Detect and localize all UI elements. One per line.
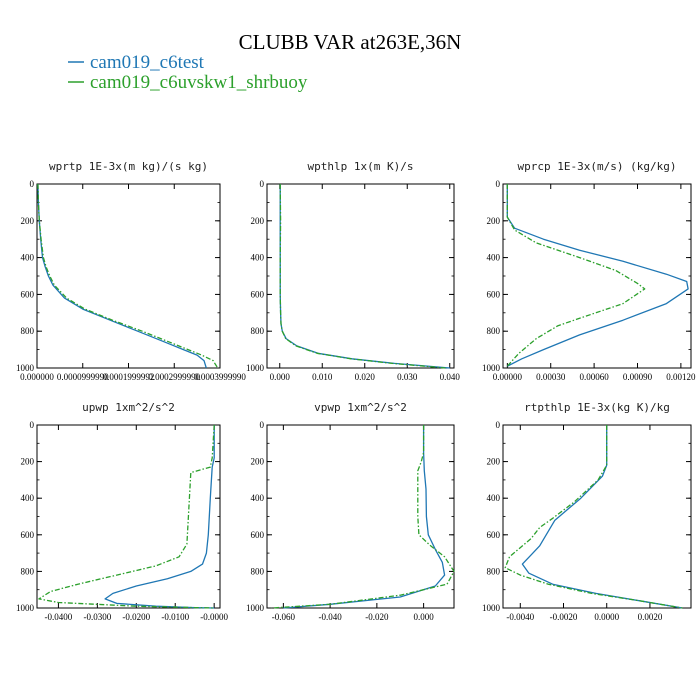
y-tick-label: 600 bbox=[251, 289, 265, 299]
x-tick-label: 0.00090 bbox=[623, 372, 653, 382]
y-tick-label: 200 bbox=[487, 216, 501, 226]
plot-frame bbox=[266, 183, 455, 369]
y-tick-label: 800 bbox=[21, 566, 35, 576]
y-tick-label: 400 bbox=[487, 493, 501, 503]
x-tick-label: 0.0020 bbox=[638, 612, 663, 622]
x-tick-label: -0.0000 bbox=[200, 612, 228, 622]
y-tick-label: 200 bbox=[21, 457, 35, 467]
panel-4: upwp 1xm^2/s^2 0 200 400 600 800 1000 -0.0400 -0… bbox=[16, 401, 229, 622]
x-tick-label: 0.020 bbox=[355, 372, 376, 382]
y-tick-label: 1000 bbox=[16, 603, 35, 613]
y-tick-label: 0 bbox=[496, 179, 501, 189]
y-tick-label: 400 bbox=[251, 493, 265, 503]
x-tick-label: 0.00060 bbox=[579, 372, 609, 382]
panel-title: rtpthlp 1E-3x(kg K)/kg bbox=[524, 401, 670, 414]
y-tick-label: 200 bbox=[487, 457, 501, 467]
series-line-c6test bbox=[506, 184, 689, 367]
y-tick-label: 800 bbox=[21, 326, 35, 336]
x-tick-label: -0.0100 bbox=[161, 612, 189, 622]
y-tick-label: 0 bbox=[30, 179, 35, 189]
y-tick-label: 600 bbox=[487, 289, 501, 299]
y-tick-label: 400 bbox=[21, 493, 35, 503]
series-line-shrbuoy bbox=[271, 425, 455, 609]
y-tick-label: 800 bbox=[251, 566, 265, 576]
y-tick-label: 600 bbox=[21, 289, 35, 299]
panel-title: wprtp 1E-3x(m kg)/(s kg) bbox=[49, 160, 208, 173]
x-tick-label: 0.0000999990 bbox=[57, 372, 109, 382]
y-tick-label: 1000 bbox=[246, 603, 265, 613]
x-tick-label: 0.0002999990 bbox=[148, 372, 200, 382]
x-tick-label: -0.0400 bbox=[45, 612, 73, 622]
y-tick-label: 200 bbox=[251, 457, 265, 467]
y-tick-label: 0 bbox=[30, 420, 35, 430]
panel-6: rtpthlp 1E-3x(kg K)/kg02004006008001000-… bbox=[482, 401, 692, 622]
series-line-c6test bbox=[37, 183, 207, 369]
legend: cam019_c6test cam019_c6uvskw1_shrbuoy bbox=[68, 52, 308, 93]
series-line-shrbuoy bbox=[38, 424, 215, 609]
series-line-c6test bbox=[104, 425, 215, 609]
x-tick-label: -0.0200 bbox=[122, 612, 150, 622]
y-tick-label: 1000 bbox=[482, 363, 501, 373]
y-tick-label: 1000 bbox=[482, 603, 501, 613]
x-tick-label: -0.060 bbox=[272, 612, 296, 622]
panels: wprtp 1E-3x(m kg)/(s kg) 0 200 400 600 800 100… bbox=[16, 160, 696, 622]
y-tick-label: 600 bbox=[487, 530, 501, 540]
x-tick-label: 0.00030 bbox=[536, 372, 566, 382]
y-tick-label: 0 bbox=[496, 420, 501, 430]
y-tick-label: 800 bbox=[487, 566, 501, 576]
x-tick-label: -0.040 bbox=[318, 612, 342, 622]
y-tick-label: 0 bbox=[260, 179, 265, 189]
y-tick-label: 0 bbox=[260, 420, 265, 430]
y-tick-label: 200 bbox=[251, 216, 265, 226]
series-line-c6test bbox=[521, 425, 683, 609]
legend-label-shrbuoy: cam019_c6uvskw1_shrbuoy bbox=[90, 72, 308, 93]
y-tick-label: 200 bbox=[21, 216, 35, 226]
plot-frame bbox=[502, 424, 692, 609]
x-tick-label: 0.0003999990 bbox=[194, 372, 246, 382]
x-tick-label: 0.040 bbox=[440, 372, 461, 382]
series-line-c6test bbox=[283, 425, 446, 609]
panel-2: wpthlp 1x(m K)/s 0 200 400 600 800 1000 0.000 0.… bbox=[246, 160, 460, 382]
y-tick-label: 600 bbox=[251, 530, 265, 540]
panel-1: wprtp 1E-3x(m kg)/(s kg) 0 200 400 600 800 100… bbox=[16, 160, 246, 382]
y-tick-label: 1000 bbox=[16, 363, 35, 373]
series-line-shrbuoy bbox=[37, 183, 219, 369]
x-tick-label: -0.0300 bbox=[83, 612, 111, 622]
x-tick-label: 0.010 bbox=[312, 372, 333, 382]
y-tick-label: 800 bbox=[251, 326, 265, 336]
y-tick-label: 600 bbox=[21, 530, 35, 540]
legend-label-c6test: cam019_c6test bbox=[90, 52, 205, 73]
series-line-shrbuoy bbox=[504, 425, 683, 609]
x-tick-label: 0.000 bbox=[270, 372, 291, 382]
panel-title: vpwp 1xm^2/s^2 bbox=[314, 401, 407, 414]
x-tick-label: 0.00120 bbox=[666, 372, 696, 382]
plot-frame bbox=[502, 183, 692, 369]
plot-frame bbox=[36, 183, 221, 369]
y-tick-label: 1000 bbox=[246, 363, 265, 373]
plot-frame bbox=[36, 424, 221, 609]
panel-title: wpthlp 1x(m K)/s bbox=[308, 160, 414, 173]
y-tick-label: 800 bbox=[487, 326, 501, 336]
series-line-shrbuoy bbox=[506, 184, 646, 367]
figure-title: CLUBB VAR at263E,36N bbox=[239, 30, 462, 54]
series-line-shrbuoy bbox=[279, 183, 446, 369]
x-tick-label: -0.020 bbox=[365, 612, 389, 622]
y-tick-label: 400 bbox=[487, 253, 501, 263]
panel-5: vpwp 1xm^2/s^2 0 200 400 600 800 1000 -0.060 -0.… bbox=[246, 401, 455, 622]
y-tick-label: 400 bbox=[251, 253, 265, 263]
panel-3: wprcp 1E-3x(m/s) (kg/kg) 0 200 400 600 800 100… bbox=[482, 160, 696, 382]
x-tick-label: 0.030 bbox=[397, 372, 418, 382]
x-tick-label: -0.0020 bbox=[550, 612, 578, 622]
y-tick-label: 400 bbox=[21, 253, 35, 263]
x-tick-label: 0.0000 bbox=[594, 612, 619, 622]
x-tick-label: 0.0001999992 bbox=[103, 372, 155, 382]
x-tick-label: 0.00000 bbox=[493, 372, 523, 382]
series-line-c6test bbox=[279, 184, 450, 369]
x-tick-label: 0.000000 bbox=[20, 372, 54, 382]
x-tick-label: 0.000 bbox=[413, 612, 434, 622]
panel-title: wprcp 1E-3x(m/s) (kg/kg) bbox=[518, 160, 677, 173]
x-tick-label: -0.0040 bbox=[506, 612, 534, 622]
panel-title: upwp 1xm^2/s^2 bbox=[82, 401, 175, 414]
